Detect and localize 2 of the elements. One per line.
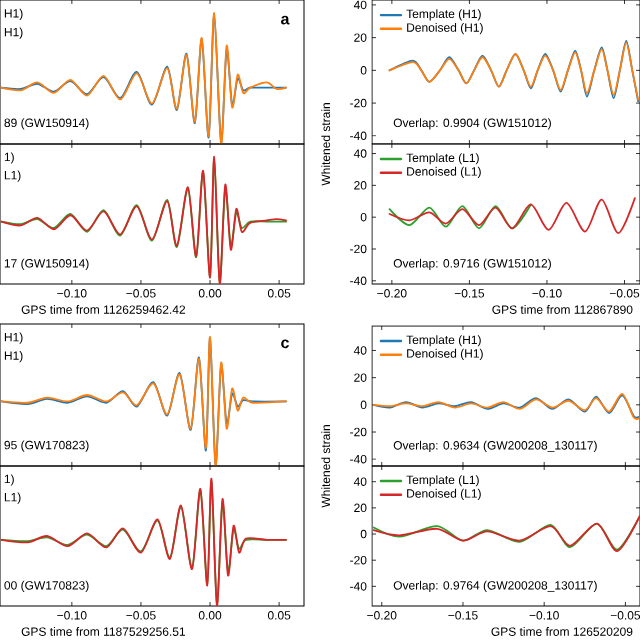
annotation: a bbox=[281, 15, 290, 25]
annotation: c bbox=[281, 339, 289, 349]
